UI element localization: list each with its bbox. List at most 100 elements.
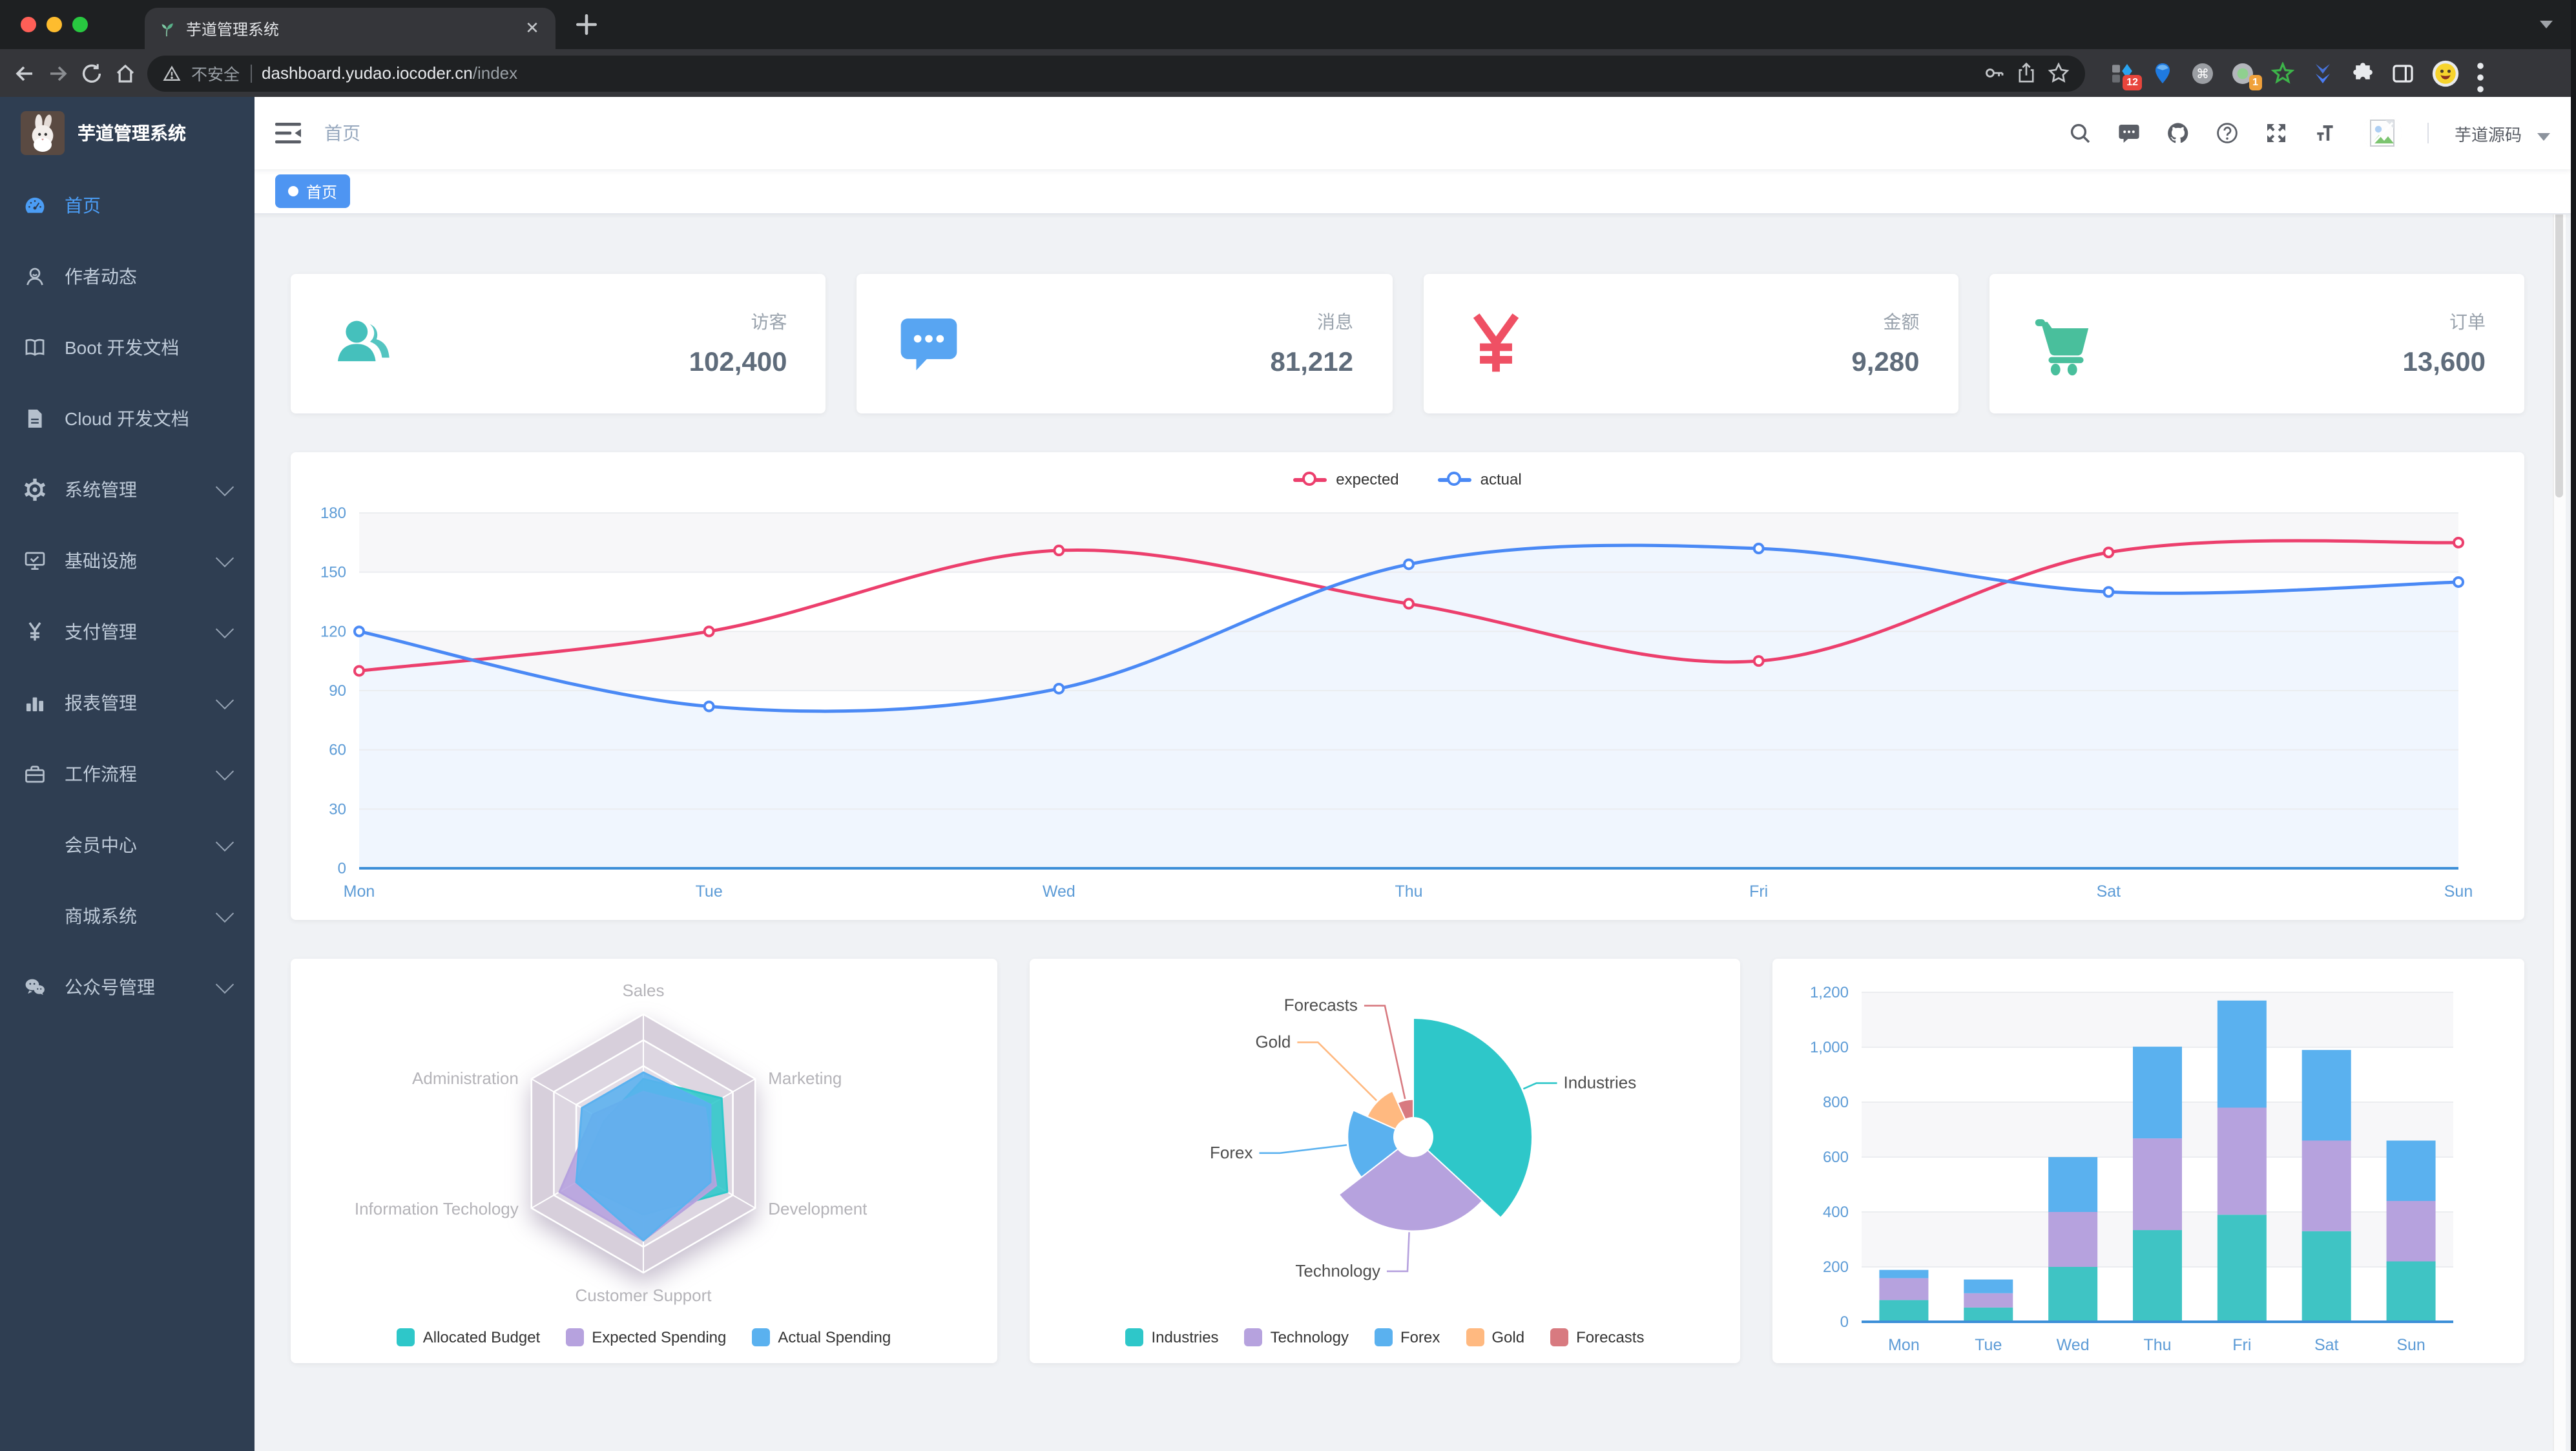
extension-balloon-icon[interactable] [2151, 61, 2174, 85]
svg-text:Sun: Sun [2396, 1336, 2425, 1354]
username[interactable]: 芋道源码 [2454, 125, 2522, 144]
extension-record-icon[interactable]: 1 [2231, 61, 2262, 90]
legend-item-expected-spending[interactable]: Expected Spending [566, 1328, 726, 1346]
extension-diamond-icon[interactable]: 12 [2111, 61, 2142, 90]
legend-swatch [1244, 1328, 1263, 1346]
tab-search-icon[interactable] [2540, 21, 2553, 28]
stat-card-4[interactable]: 订单 13,600 [1989, 274, 2524, 413]
tag-home[interactable]: 首页 [275, 174, 351, 208]
browser-menu-icon[interactable] [2477, 61, 2484, 92]
sidebar-item-4[interactable]: Cloud 开发文档 [0, 382, 254, 454]
sidebar-item-7[interactable]: 支付管理 [0, 596, 254, 667]
forward-button[interactable] [47, 61, 70, 85]
address-bar[interactable]: 不安全 dashboard.yudao.iocoder.cn/index [147, 55, 2085, 91]
svg-text:180: 180 [320, 505, 346, 522]
legend-item-technology[interactable]: Technology [1244, 1328, 1349, 1346]
legend-item-gold[interactable]: Gold [1466, 1328, 1524, 1346]
toolbox-icon [23, 762, 47, 785]
sidebar-item-5[interactable]: 系统管理 [0, 454, 254, 525]
bookmark-star-icon[interactable] [2048, 62, 2070, 84]
stat-value: 102,400 [689, 348, 787, 377]
sidebar-item-8[interactable]: 报表管理 [0, 667, 254, 738]
money-yen-icon [1462, 310, 1529, 377]
book-icon [23, 335, 47, 359]
sidebar-item-3[interactable]: Boot 开发文档 [0, 311, 254, 382]
share-icon[interactable] [2015, 62, 2037, 84]
password-key-icon[interactable] [1983, 62, 2005, 84]
extension-command-icon[interactable]: ⌘ [2191, 61, 2214, 85]
stat-value: 81,212 [1270, 348, 1353, 377]
user-avatar[interactable] [2362, 114, 2402, 152]
font-size-icon[interactable] [2314, 121, 2337, 145]
extensions-puzzle-icon[interactable] [2351, 61, 2374, 85]
zoom-window-button[interactable] [72, 17, 88, 32]
yen-icon [23, 620, 47, 643]
extensions-row: 12 ⌘ 1 [2111, 59, 2484, 92]
breadcrumb[interactable]: 首页 [324, 123, 360, 143]
svg-text:Wed: Wed [2057, 1336, 2090, 1354]
sidebar-toggle-hamburger-icon[interactable] [275, 121, 301, 145]
extension-double-chevron-icon[interactable] [2311, 61, 2334, 85]
chevron-down-icon[interactable] [2537, 133, 2550, 141]
help-icon[interactable] [2216, 121, 2239, 145]
legend-item-expected[interactable]: expected [1293, 470, 1399, 488]
svg-text:Thu: Thu [1395, 882, 1422, 901]
browser-tab[interactable]: 芋道管理系统 ✕ [145, 8, 556, 49]
minimize-window-button[interactable] [47, 17, 62, 32]
svg-text:Sat: Sat [2097, 882, 2121, 901]
macos-traffic-lights [21, 17, 88, 32]
extension-green-star-icon[interactable] [2271, 61, 2294, 85]
none-icon [23, 904, 47, 927]
svg-text:0: 0 [1840, 1313, 1849, 1331]
close-window-button[interactable] [21, 17, 36, 32]
tag-dot [288, 186, 298, 196]
search-icon[interactable] [2068, 121, 2092, 145]
stat-label: 消息 [1317, 311, 1353, 332]
svg-text:Sat: Sat [2314, 1336, 2339, 1354]
home-button[interactable] [114, 61, 137, 85]
url-host: dashboard.yudao.iocoder.cn [262, 63, 473, 83]
new-tab-button[interactable] [576, 14, 597, 35]
wechat-icon [23, 975, 47, 998]
sidebar-item-2[interactable]: 作者动态 [0, 240, 254, 311]
fullscreen-icon[interactable] [2265, 121, 2288, 145]
legend-item-industries[interactable]: Industries [1125, 1328, 1219, 1346]
sidebar-menu: 首页 作者动态 Boot 开发文档 Cloud 开发文档 系统管理 基础设施 支付管理 报表管… [0, 169, 254, 1022]
radar-chart-legend: Allocated Budget Expected Spending Actual … [291, 1328, 997, 1346]
top-navbar: 首页 芋道源码 [254, 97, 2571, 169]
svg-text:800: 800 [1823, 1094, 1849, 1111]
chevron-down-icon [215, 974, 234, 994]
legend-item-forex[interactable]: Forex [1375, 1328, 1440, 1346]
legend-swatch [397, 1328, 415, 1346]
stat-card-3[interactable]: 金额 9,280 [1423, 274, 1958, 413]
reload-button[interactable] [80, 61, 103, 85]
stat-card-2[interactable]: 消息 81,212 [857, 274, 1392, 413]
github-icon[interactable] [2166, 121, 2190, 145]
legend-item-actual-spending[interactable]: Actual Spending [752, 1328, 891, 1346]
sidebar-item-6[interactable]: 基础设施 [0, 525, 254, 596]
side-panel-icon[interactable] [2391, 61, 2415, 85]
chevron-down-icon [215, 761, 234, 780]
sidebar-item-11[interactable]: 商城系统 [0, 880, 254, 951]
pie-chart-legend: Industries Technology Forex Gold Forecasts [1030, 1328, 1740, 1346]
chevron-down-icon [215, 477, 234, 496]
svg-text:Administration: Administration [412, 1069, 519, 1088]
svg-text:⌘: ⌘ [2196, 67, 2209, 81]
browser-profile-avatar[interactable] [2431, 59, 2460, 87]
sidebar-item-12[interactable]: 公众号管理 [0, 951, 254, 1022]
svg-text:Tue: Tue [1975, 1336, 2002, 1354]
stat-card-1[interactable]: 访客 102,400 [291, 274, 826, 413]
legend-item-actual[interactable]: actual [1437, 470, 1522, 488]
tab-close-icon[interactable]: ✕ [525, 18, 539, 37]
sidebar-item-9[interactable]: 工作流程 [0, 738, 254, 809]
not-secure-label: 不安全 [191, 66, 240, 84]
message-icon[interactable] [2117, 121, 2141, 145]
legend-item-forecasts[interactable]: Forecasts [1550, 1328, 1644, 1346]
page-scrollbar [2553, 97, 2566, 1451]
back-button[interactable] [13, 61, 36, 85]
sidebar-item-1[interactable]: 首页 [0, 169, 254, 240]
chevron-down-icon [215, 690, 234, 709]
sidebar-item-10[interactable]: 会员中心 [0, 809, 254, 880]
legend-item-allocated-budget[interactable]: Allocated Budget [397, 1328, 540, 1346]
